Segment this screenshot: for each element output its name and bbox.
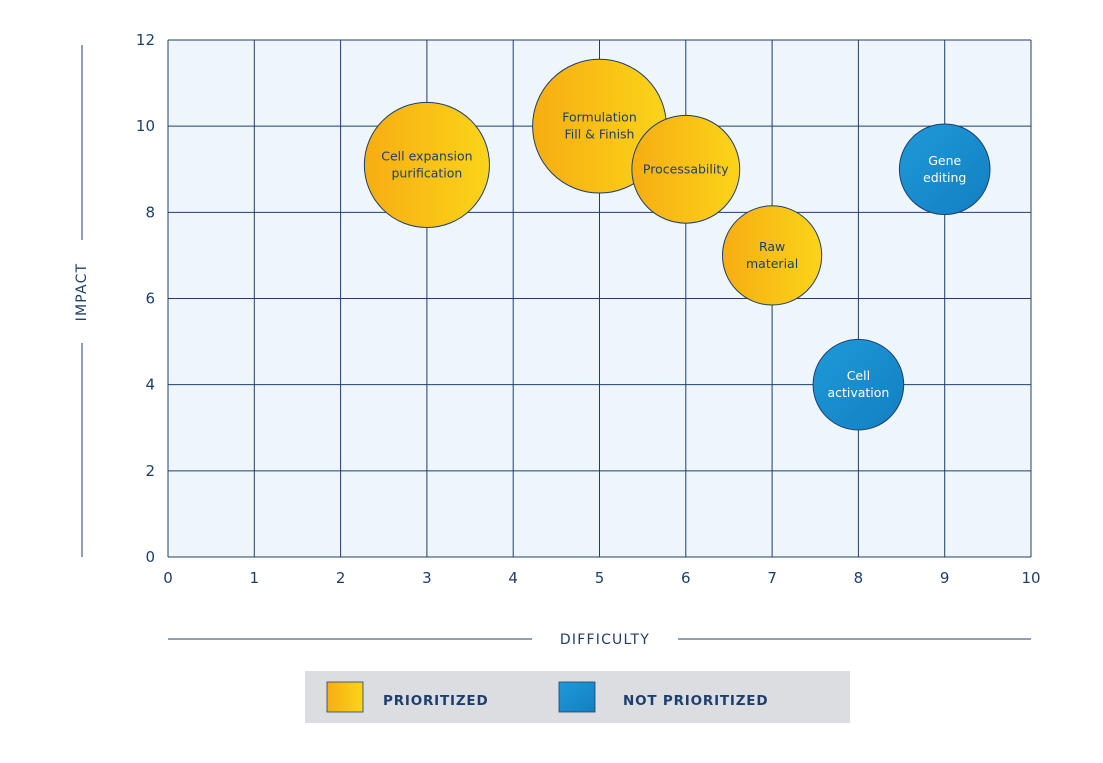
bubble-gene-editing: Gene editing	[898, 123, 991, 216]
bubble-raw-material: Raw material	[721, 205, 823, 306]
x-tick-label: 5	[595, 569, 605, 587]
bubble-label: Formulation	[562, 110, 637, 125]
x-tick-label: 9	[940, 569, 950, 587]
x-tick-label: 4	[508, 569, 518, 587]
x-tick-label: 3	[422, 569, 432, 587]
y-tick-label: 4	[145, 376, 155, 394]
bubble-label: Cell expansion	[381, 148, 472, 163]
bubble-label: Fill & Finish	[565, 127, 635, 142]
bubbles: Cell expansion purification Formulation Fil…	[363, 58, 991, 431]
legend-swatch-not-prioritized	[558, 681, 596, 713]
x-tick-label: 0	[163, 569, 173, 587]
y-axis-title: IMPACT	[74, 263, 90, 322]
y-tick-label: 10	[136, 117, 155, 135]
y-tick-label: 2	[145, 462, 155, 480]
bubble-label: Gene	[928, 153, 961, 168]
y-tick-label: 0	[145, 548, 155, 566]
bubble-label: Processability	[643, 161, 729, 176]
bubble-label: activation	[827, 385, 889, 400]
x-tick-label: 6	[681, 569, 691, 587]
legend: PRIORITIZED NOT PRIORITIZED	[305, 671, 850, 723]
bubble-label: material	[746, 256, 798, 271]
bubble-label: Cell	[847, 368, 870, 383]
bubble-circle	[721, 205, 823, 306]
bubble-cell-activation: Cell activation	[812, 338, 905, 431]
x-tick-label: 8	[854, 569, 864, 587]
bubble-circle	[812, 338, 905, 431]
x-axis-title: DIFFICULTY	[560, 632, 650, 648]
axis-titles: IMPACT DIFFICULTY	[74, 45, 1031, 648]
bubble-circle	[631, 114, 741, 224]
bubble-label: editing	[923, 170, 966, 185]
y-tick-label: 8	[145, 203, 155, 221]
grid-lines	[167, 39, 1032, 558]
bubble-label: Raw	[759, 239, 785, 254]
legend-label-not-prioritized: NOT PRIORITIZED	[623, 693, 768, 709]
legend-swatch-prioritized	[326, 681, 364, 713]
bubble-circle	[363, 101, 490, 229]
bubble-cell-expansion-purification: Cell expansion purification	[363, 101, 490, 229]
bubble-processability: Processability	[631, 114, 741, 224]
y-tick-label: 6	[145, 290, 155, 308]
legend-label-prioritized: PRIORITIZED	[383, 693, 488, 709]
y-tick-label: 12	[136, 31, 155, 49]
x-tick-label: 10	[1021, 569, 1040, 587]
x-tick-label: 1	[250, 569, 260, 587]
bubble-label: purification	[391, 165, 462, 180]
x-tick-label: 7	[767, 569, 777, 587]
x-tick-label: 2	[336, 569, 346, 587]
bubble-circle	[898, 123, 991, 216]
